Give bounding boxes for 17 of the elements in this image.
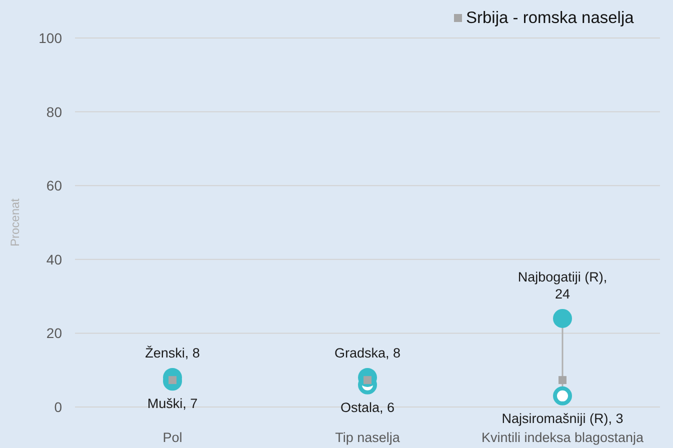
y-tick-label: 60 bbox=[46, 178, 62, 194]
data-label: Najbogatiji (R), 24 bbox=[518, 269, 608, 302]
x-tick-label: Kvintili indeksa blagostanja bbox=[481, 430, 644, 445]
y-tick-label: 20 bbox=[46, 325, 62, 342]
data-label: Ostala, 6 bbox=[340, 400, 395, 415]
y-axis-title: Procenat bbox=[8, 198, 22, 247]
y-tick-label: 0 bbox=[54, 399, 62, 415]
y-tick-label: 100 bbox=[38, 30, 62, 46]
data-label: Ženski, 8 bbox=[145, 345, 200, 360]
legend-label: Srbija - romska naselja bbox=[466, 9, 635, 27]
y-tick-label: 40 bbox=[46, 251, 62, 268]
x-tick-label: Tip naselja bbox=[335, 430, 400, 445]
y-tick-label: 80 bbox=[46, 104, 62, 120]
data-label: Gradska, 8 bbox=[334, 345, 401, 360]
data-label: Muški, 7 bbox=[147, 396, 198, 412]
data-label: Najsiromašniji (R), 3 bbox=[502, 410, 624, 426]
x-tick-label: Pol bbox=[162, 430, 182, 445]
